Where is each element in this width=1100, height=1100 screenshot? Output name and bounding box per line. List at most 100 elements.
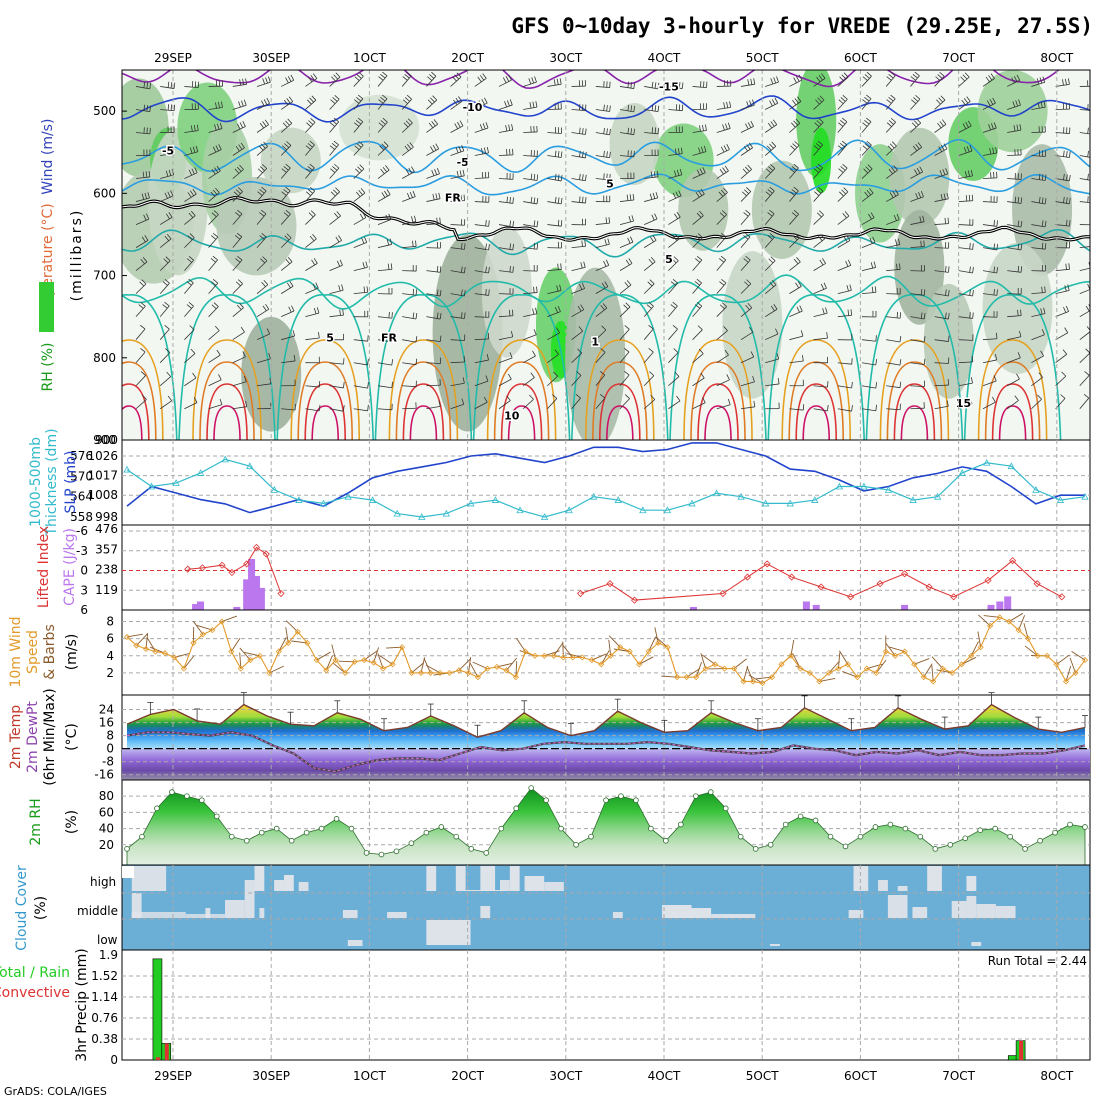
wind-barb-flag [311,95,317,101]
wind-barb-flag [333,117,339,123]
wind-barb-flag [403,122,409,128]
wind-barb-flag [557,305,561,312]
thickness-marker [860,482,868,490]
wind-barb [256,308,270,318]
precip-tick: 1.14 [91,990,118,1004]
wind-barb-flag [839,191,844,197]
wind-barb [426,173,440,179]
wind-barb-flag [508,309,511,316]
wind-barb-flag [291,305,295,312]
wind-barb-flag [718,191,724,197]
wind-barb-flag [216,123,220,130]
wind-barb-flag [512,197,514,204]
wind-barb [516,637,526,652]
wind-barb [450,247,465,250]
wind-barb-flag [554,349,559,355]
wind-barb-flag [188,255,194,261]
wind-barb-flag [288,306,292,313]
wind-barb-flag [651,104,654,111]
wind-barb-flag [1065,78,1067,85]
svg-text:RH (%) Temperature (°C: RH (%) Temperature (°C) Wind (m/s) [40,119,56,392]
cape-bar [996,601,1004,610]
wind-barb-flag [1018,99,1021,106]
cape-bar [812,604,820,610]
warm-contour [122,405,143,440]
wind-barb [837,289,852,295]
wind-barb-flag [647,281,653,287]
wind-barb-flag [433,119,439,125]
wind-barb-flag [1014,395,1019,401]
wind-barb-flag [1016,373,1020,380]
wind-barb-flag [362,212,367,218]
wind-barb [547,132,562,134]
wind-barb-flag [263,99,268,105]
wind-barb-flag [696,255,703,261]
wind-barb [208,107,223,110]
wind-barb [135,176,150,179]
wind-barb [450,270,465,274]
wind-barb-flag [412,288,415,295]
wind-barb-flag [190,125,193,132]
contour-1 [767,294,866,440]
wind-barb [934,405,949,410]
wind-barb-flag [357,117,364,123]
cloud-block [927,866,942,891]
wind-barb-flag [483,396,488,403]
wind-barb [450,200,465,202]
wind-barb-flag [191,168,195,175]
wind-barb [547,178,562,182]
wind-barb-flag [1020,266,1023,273]
wind-barb-flag [236,232,243,238]
thickness-marker [761,499,770,507]
wind-speed-marker [664,644,671,651]
wind-barb [553,642,564,657]
wind-barb-flag [938,146,943,152]
wind-barb [232,105,247,110]
wind-barb-flag [609,105,611,112]
lifted-tick: -6 [76,524,88,538]
wind-barb-flag [218,101,220,108]
wind-barb [377,385,392,389]
wind-barb-flag [170,82,173,89]
wind-barb-flag [793,209,799,215]
wind-barb [305,144,315,156]
wind-barb [426,362,441,364]
wind-barb-flag [696,301,703,307]
wind-barb [608,635,621,648]
wind-barb-flag [510,330,514,337]
cloud-row-low: low [97,933,118,947]
wind-barb [474,293,489,296]
wind-barb-flag [214,167,219,173]
wind-barb-flag [508,124,511,131]
wind-barb-flag [261,186,267,192]
wind-barb-flag [186,281,192,286]
wind-barb [668,400,681,410]
cape-bar [192,604,200,610]
precip-axis-label: 3hr Precip (mm) [74,948,90,1061]
wind-barb [329,99,340,110]
wind-barb-flag [365,261,368,268]
wind-barb-flag [509,197,511,204]
wind-speed-marker [749,678,757,685]
wind-barb-flag [286,98,291,104]
wind-barb [813,238,825,248]
wind-barb [498,315,513,318]
wind-barb-flag [456,72,462,78]
wind-barb [160,86,175,89]
wind-barb-flag [190,348,196,354]
wind-barb-flag [367,382,369,389]
wind-barb-flag [404,145,409,151]
wind-barb [619,263,633,271]
wind-barb [1031,247,1046,250]
wind-barb [232,406,247,410]
wind-barb-flag [603,260,607,267]
cloud-block [853,866,869,891]
wind-barb [402,339,417,343]
wind-barb-flag [655,192,659,199]
temp-axis-label: 2m Temp [8,705,24,769]
wind-barb-flag [308,212,314,218]
wind-barb [789,237,800,248]
wind-barb-flag [823,282,827,289]
wind-barb-flag [265,77,268,84]
wind-barb [1008,612,1024,622]
